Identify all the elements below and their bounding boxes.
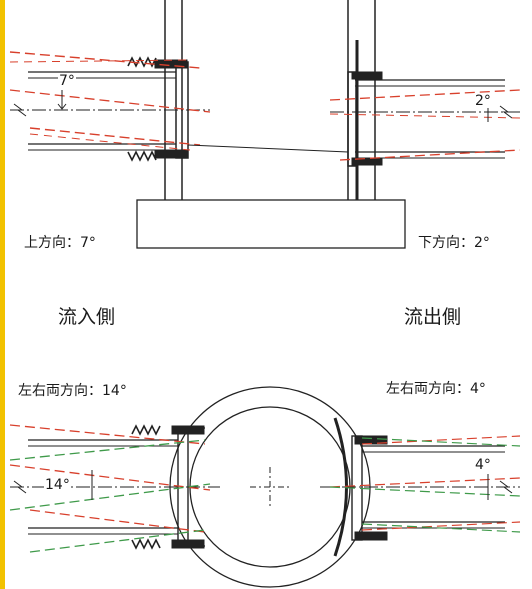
bottom-inflow-green-1 [9,439,206,461]
top-outflow-break-mark [499,105,513,119]
bottom-outflow-break-mark [499,480,513,494]
bottom-inflow-angle-number: 14° [44,477,71,493]
top-base-slab [136,199,406,249]
top-outflow-dev-top [329,89,521,101]
bottom-diagram [9,386,521,588]
inflow-side-title: 流入側 [58,306,116,328]
accent-bar [0,0,5,589]
top-inflow-dev-top2 [9,59,191,63]
bottom-outflow-angle-label: 左右両方向：4° [386,381,486,397]
bottom-outflow-seal-bottom [354,531,388,541]
top-outflow-seal-bottom [351,157,383,166]
top-inflow-angle-label: 上方向：7° [24,235,96,251]
top-outflow-dev-bottom [339,149,521,161]
top-inflow-angle-number: 7° [58,73,76,89]
bottom-outflow-red-2 [361,435,521,445]
bottom-inflow-green-2 [9,483,211,511]
top-inflow-seal-bottom [154,149,188,159]
top-inflow-break-mark [13,103,27,117]
bottom-inflow-seal-top [171,425,205,435]
top-inflow-bellows-bottom [127,150,157,162]
top-inflow-dev-bottom [29,127,201,146]
top-inflow-angle-arrow [57,103,67,110]
outflow-side-title: 流出側 [404,306,462,328]
top-inflow-dev-center [9,89,211,113]
bottom-outflow-angle-number: 4° [474,457,492,473]
bottom-outflow-red-3 [361,521,521,531]
top-inflow-bellows-top [127,56,157,68]
top-outflow-seal-top [351,71,383,80]
top-profile-line [187,144,349,153]
bottom-inflow-angle-label: 左右両方向：14° [18,383,127,399]
bottom-inflow-break-mark [13,480,27,494]
bottom-inflow-seal-bottom [171,539,205,549]
bottom-inflow-bellows-bottom [131,538,161,550]
top-diagram [9,0,521,249]
top-outflow-flange [347,71,357,167]
bottom-inflow-red-1 [9,424,206,445]
top-outflow-angle-number: 2° [474,93,492,109]
top-outflow-angle-label: 下方向：2° [418,235,490,251]
bottom-outflow-green-2 [361,437,521,447]
bottom-outflow-green-3 [361,523,521,533]
bottom-inflow-red-2 [9,464,211,491]
top-inflow-dev-top [9,51,201,69]
bottom-inflow-bellows-top [131,424,161,436]
top-inflow-dev-bottom2 [29,133,191,151]
